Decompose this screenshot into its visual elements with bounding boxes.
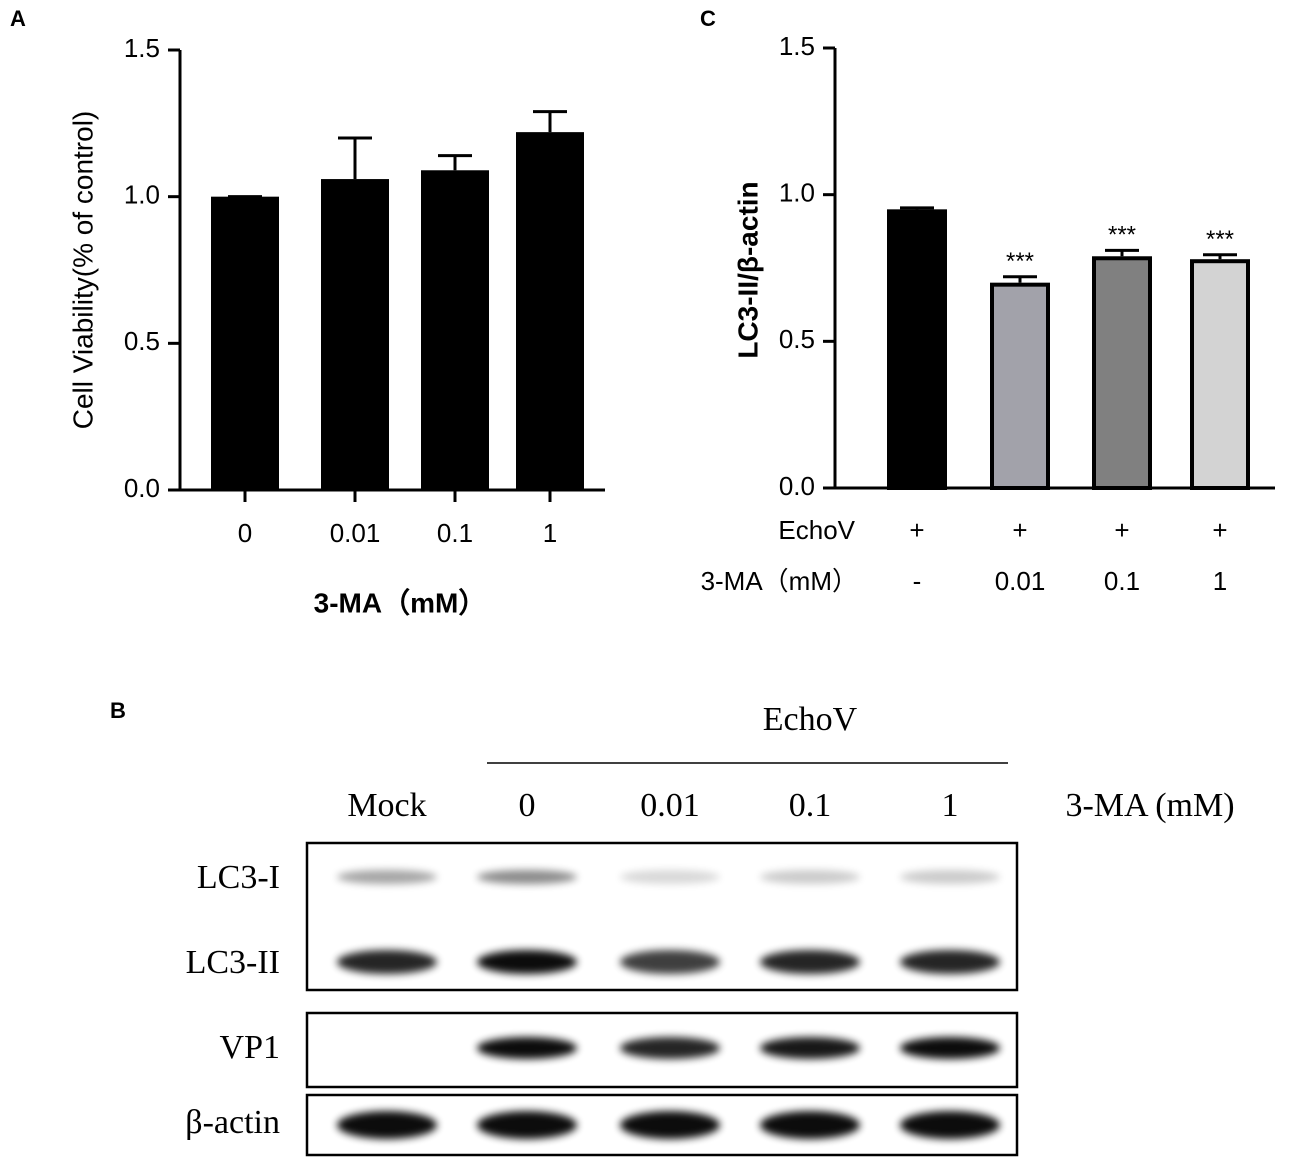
panel-label: C [700,6,716,31]
bar [1092,256,1152,490]
band [900,870,1000,884]
bar [887,209,947,490]
bar [321,179,389,491]
treatment-label: + [1114,515,1129,545]
x-tick-label: 0.01 [330,518,381,548]
x-tick-label: 0 [238,518,252,548]
band [760,950,860,974]
band [477,870,577,884]
y-tick-label: 1.0 [779,178,815,208]
band [900,1037,1000,1059]
x-tick-label: 0.1 [437,518,473,548]
band [477,1111,577,1139]
blot [305,841,1019,1157]
band [760,870,860,884]
x-tick-label: 1 [543,518,557,548]
band [760,1037,860,1059]
band [760,1111,860,1139]
treatment-label: + [909,515,924,545]
y-axis-label: LC3-II/β-actin [732,181,763,358]
band [620,1111,720,1139]
annotation: *** [1006,248,1034,275]
row-label: LC3-I [197,859,280,896]
row-label: LC3-II [186,944,280,981]
x-tick-label: 0.1 [1104,566,1140,596]
x-axis-label: 3-MA（mM） [314,586,487,618]
treatment-label: + [1212,515,1227,545]
lane-label: Mock [347,787,426,824]
y-tick-label: 1.0 [124,180,160,210]
y-tick-label: 0.0 [779,471,815,501]
band [620,1037,720,1059]
panel-label: A [10,6,26,31]
band [477,1037,577,1059]
bar [516,132,584,490]
band [477,950,577,974]
y-tick-label: 1.5 [124,33,160,63]
bar [421,170,489,490]
annotation: *** [1206,226,1234,253]
y-tick-label: 0.5 [779,324,815,354]
y-axis-label: Cell Viability(% of control) [67,111,98,430]
panel-label: B [110,698,126,723]
bar [990,282,1050,490]
lane-label: 1 [942,787,959,824]
group-label: EchoV [763,701,858,738]
band [900,1111,1000,1139]
lane-label: 0.01 [640,787,700,824]
row-label: 3-MA（mM） [701,566,858,596]
x-tick-label: - [913,566,922,596]
lane-label: 0 [519,787,536,824]
band [900,950,1000,974]
x-tick-label: 1 [1213,566,1227,596]
bar [1190,259,1250,491]
treatment-label: + [1012,515,1027,545]
band [620,870,720,884]
band [337,950,437,974]
row-label: VP1 [220,1029,280,1066]
band [337,1111,437,1139]
annotation: *** [1108,222,1136,249]
row-label: β-actin [185,1104,280,1141]
y-tick-label: 0.5 [124,326,160,356]
x-tick-label: 0.01 [995,566,1046,596]
y-tick-label: 0.0 [124,473,160,503]
row-label: EchoV [778,515,855,545]
lane-unit: 3-MA (mM) [1065,787,1234,824]
band [337,870,437,884]
bar [211,196,279,490]
y-tick-label: 1.5 [779,31,815,61]
lane-label: 0.1 [789,787,832,824]
band [620,950,720,974]
